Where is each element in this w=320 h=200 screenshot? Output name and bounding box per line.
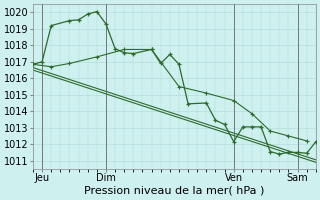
X-axis label: Pression niveau de la mer( hPa ): Pression niveau de la mer( hPa ) bbox=[84, 186, 265, 196]
